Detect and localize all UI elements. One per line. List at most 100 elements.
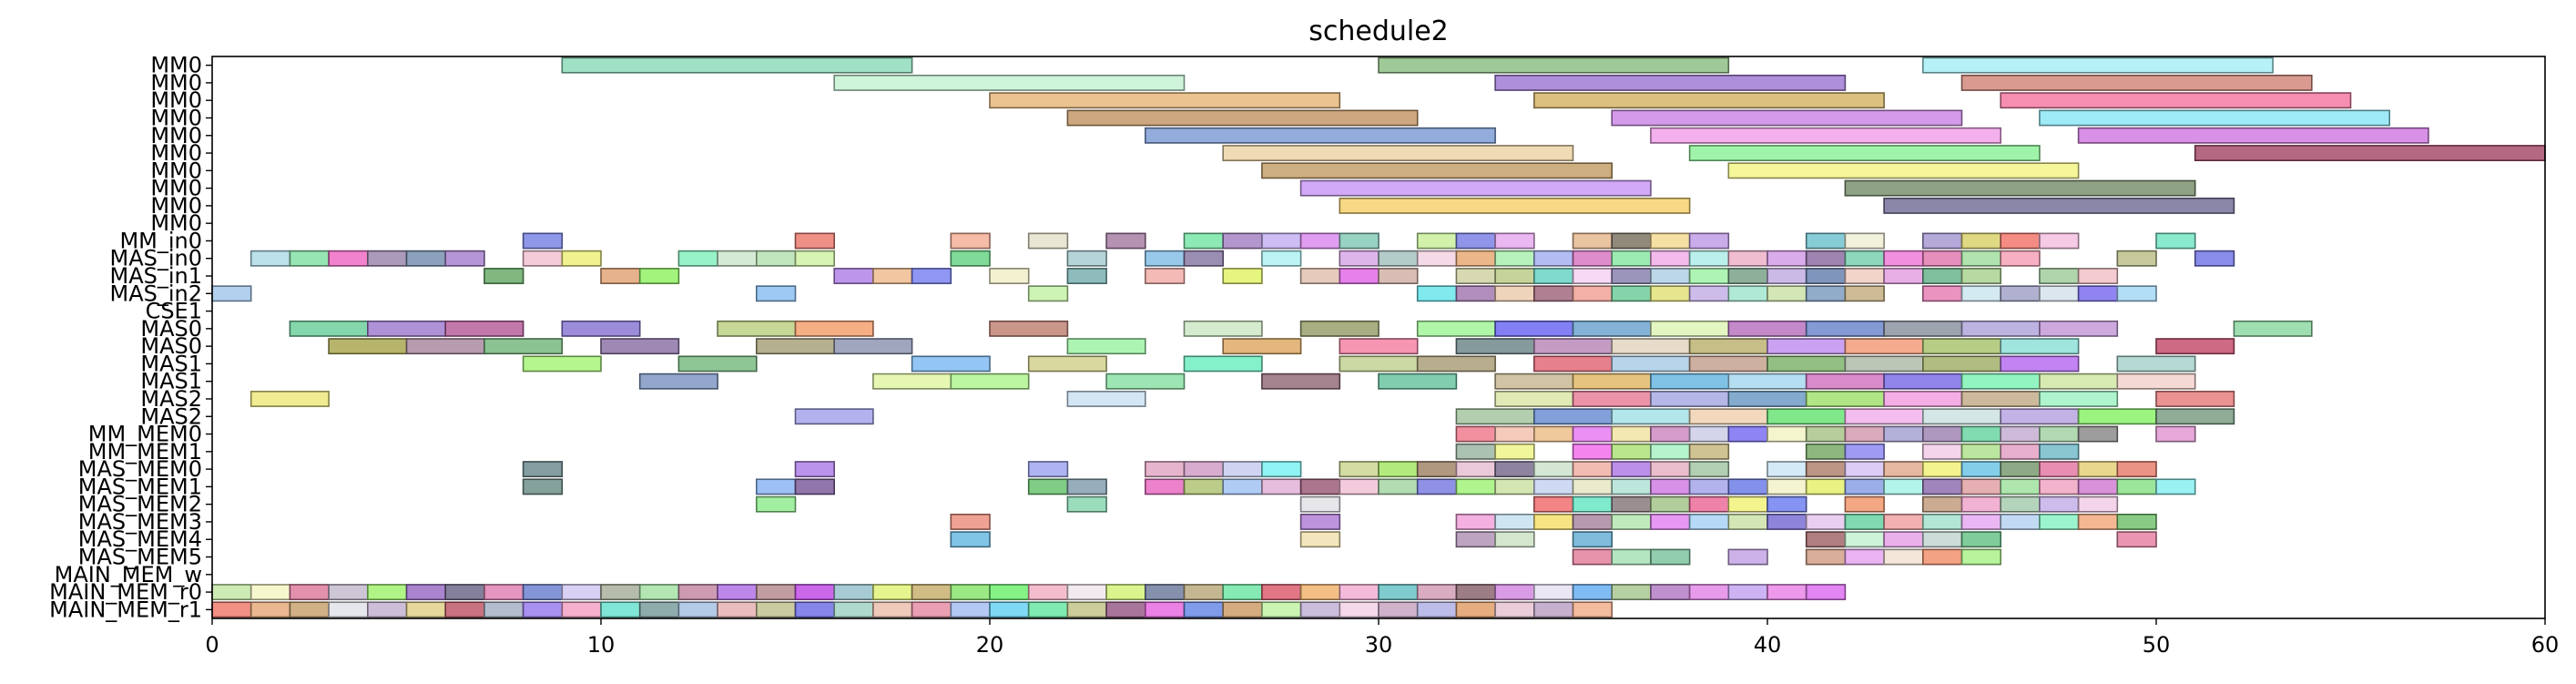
task-bar <box>1494 531 1535 548</box>
task-bar <box>1650 461 1691 478</box>
task-bar <box>2077 127 2429 144</box>
task-bar <box>1222 601 1263 618</box>
task-bar <box>1027 461 1069 478</box>
task-bar <box>1299 478 1341 495</box>
task-bar <box>1572 232 1614 250</box>
task-bar <box>1767 250 1807 267</box>
task-bar <box>1455 408 1535 425</box>
task-bar <box>950 232 991 250</box>
task-bar <box>1339 232 1380 250</box>
task-bar <box>677 355 758 373</box>
task-bar <box>1688 268 1730 284</box>
task-bar <box>1922 548 1963 566</box>
task-bar <box>1299 601 1341 618</box>
y-tick-label: MAS_MEM3 <box>78 509 202 535</box>
task-bar <box>1960 443 2002 460</box>
task-bar <box>1960 250 2002 267</box>
task-bar <box>872 601 913 618</box>
task-bar <box>1883 478 1924 495</box>
task-bar <box>1611 425 1652 443</box>
task-bar <box>405 601 447 618</box>
task-bar <box>1494 268 1535 284</box>
task-bar <box>1767 495 1807 513</box>
task-bar <box>2039 109 2390 127</box>
task-bar <box>1572 443 1614 460</box>
task-bar <box>1339 268 1380 284</box>
task-bar <box>1066 391 1146 407</box>
task-bar <box>1533 514 1574 530</box>
task-bar <box>1145 461 1186 478</box>
task-bar <box>1922 355 2002 373</box>
task-bar <box>444 601 485 618</box>
task-bar <box>1727 478 1768 495</box>
task-bar <box>1455 232 1496 250</box>
task-bar <box>1494 250 1535 267</box>
task-bar <box>1494 425 1535 443</box>
task-bar <box>249 391 330 407</box>
task-bar <box>911 355 991 373</box>
task-bar <box>1533 478 1574 495</box>
task-bar <box>1650 548 1691 566</box>
task-bar <box>1844 514 1885 530</box>
task-bar <box>561 601 602 618</box>
task-bar <box>600 601 641 618</box>
task-bar <box>1960 461 2002 478</box>
task-bar <box>1844 408 1924 425</box>
task-bar <box>794 478 836 495</box>
task-bar <box>794 408 874 425</box>
task-bar <box>794 601 836 618</box>
task-bar <box>1688 408 1768 425</box>
task-bar <box>1611 548 1652 566</box>
task-bar <box>1883 514 1924 530</box>
task-bar <box>1688 584 1730 601</box>
task-bar <box>1416 285 1458 302</box>
task-bar <box>1494 478 1535 495</box>
task-bar <box>1416 250 1458 267</box>
task-bar <box>444 584 485 601</box>
task-bar <box>2039 478 2080 495</box>
task-bar <box>1688 285 1730 302</box>
x-ticks: 0 10 20 30 40 50 60 <box>205 618 2559 658</box>
x-tick-label: 50 <box>2143 632 2171 658</box>
task-bar <box>1650 443 1691 460</box>
plot-frame <box>211 56 2546 619</box>
task-bar <box>1455 338 1535 355</box>
task-bar <box>1105 232 1146 250</box>
task-bar <box>1572 285 1614 302</box>
task-bar <box>833 584 874 601</box>
y-tick-label: MM_in0 <box>119 228 202 253</box>
task-bar <box>1494 285 1535 302</box>
task-bar <box>1533 92 1885 109</box>
task-bar <box>1727 548 1768 566</box>
task-bar <box>1883 373 1963 390</box>
task-bar <box>289 601 330 618</box>
task-bar <box>1883 391 1963 407</box>
task-bar <box>1572 495 1614 513</box>
task-bar <box>1611 338 1691 355</box>
task-bar <box>1805 584 1847 601</box>
y-tick-label: MAIN_MEM_r1 <box>49 597 202 622</box>
task-bar <box>1727 162 2080 179</box>
task-bar <box>1299 320 1380 337</box>
task-bar <box>1650 478 1691 495</box>
task-bar <box>1844 355 1924 373</box>
task-bar <box>1183 584 1225 601</box>
task-bar <box>249 584 291 601</box>
task-bar <box>2039 495 2080 513</box>
task-bar <box>1494 461 1535 478</box>
task-bar <box>1533 601 1574 618</box>
task-bar <box>2077 478 2119 495</box>
y-tick-labels: MM0MM0MM0MM0MM0MM0MM0MM0MM0MM0MM_in0MAS_… <box>49 53 212 622</box>
task-bar <box>1378 250 1419 267</box>
task-bar <box>677 601 718 618</box>
task-bar <box>1922 338 2002 355</box>
task-bar <box>1105 601 1146 618</box>
task-bar <box>989 584 1030 601</box>
task-bar <box>1727 425 1768 443</box>
task-bar <box>1960 373 2041 390</box>
task-bar <box>1844 478 1885 495</box>
y-tick-label: MAS_MEM1 <box>78 474 202 499</box>
task-bar <box>2039 443 2080 460</box>
task-bar <box>1416 601 1458 618</box>
task-bar <box>1727 268 1768 284</box>
